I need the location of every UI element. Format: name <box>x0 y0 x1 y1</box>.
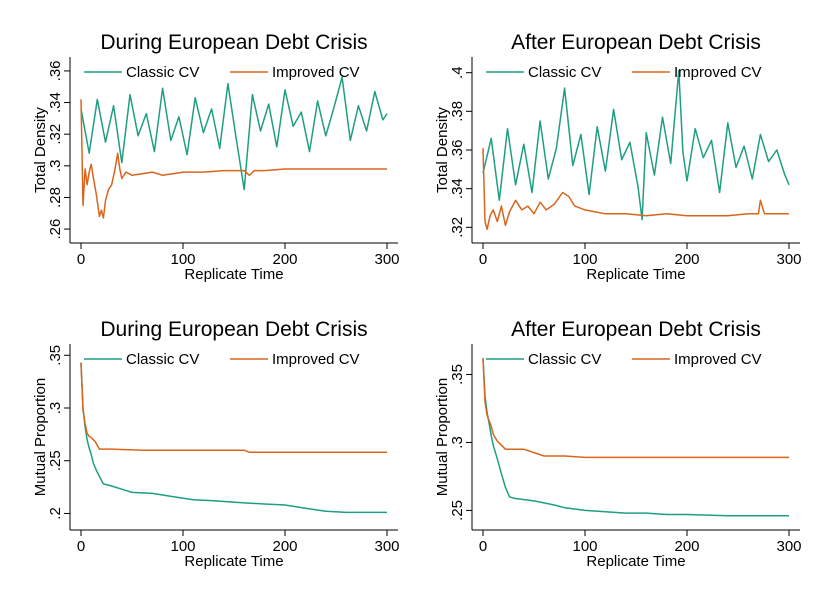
x-axis-label: Replicate Time <box>184 266 283 283</box>
y-tick-label: .3 <box>449 436 466 449</box>
y-tick-label: .25 <box>449 500 466 521</box>
legend-label: Improved CV <box>674 64 762 81</box>
legend-label: Improved CV <box>674 351 762 368</box>
chart-panel-1: During European Debt Crisis 0 100 200 300 .26… <box>32 31 400 283</box>
series-line-classic-cv <box>482 358 789 517</box>
y-tick-label: .35 <box>47 345 64 366</box>
y-tick-label: .32 <box>47 124 64 145</box>
series-line-improved-cv <box>482 148 789 231</box>
x-tick-label: 300 <box>374 251 399 268</box>
y-axis-label: Mutual Proportion <box>434 378 451 496</box>
x-tick-label: 200 <box>674 538 699 555</box>
y-tick-label: .34 <box>449 178 466 199</box>
legend-label: Improved CV <box>272 351 360 368</box>
y-tick-label: .38 <box>449 101 466 122</box>
y-tick-label: .36 <box>449 140 466 161</box>
x-tick-label: 300 <box>776 251 801 268</box>
x-axis-label: Replicate Time <box>586 553 685 570</box>
y-tick-label: .3 <box>47 402 64 415</box>
legend-label: Classic CV <box>126 351 199 368</box>
x-tick-label: 300 <box>776 538 801 555</box>
y-tick-label: .32 <box>449 217 466 238</box>
x-axis-label: Replicate Time <box>184 553 283 570</box>
x-tick-label: 100 <box>572 251 597 268</box>
chart-panel-2: After European Debt Crisis 0 100 200 300 .32.… <box>434 31 802 283</box>
y-tick-label: .26 <box>47 219 64 240</box>
series-line-classic-cv <box>80 362 387 514</box>
legend-label: Classic CV <box>528 351 601 368</box>
x-tick-label: 200 <box>272 251 297 268</box>
series-line-classic-cv <box>482 69 790 221</box>
chart-panel-3: During European Debt Crisis 0 100 200 300 .2.… <box>32 318 400 570</box>
y-axis-label: Mutual Proportion <box>32 378 49 496</box>
chart-title: During European Debt Crisis <box>100 31 367 54</box>
x-axis-label: Replicate Time <box>586 266 685 283</box>
x-tick-label: 100 <box>170 538 195 555</box>
y-tick-label: .34 <box>47 92 64 113</box>
legend-label: Classic CV <box>528 64 601 81</box>
x-tick-label: 0 <box>479 251 487 268</box>
chart-title: After European Debt Crisis <box>511 318 761 341</box>
y-tick-label: .25 <box>47 450 64 471</box>
y-tick-label: .35 <box>449 364 466 385</box>
series-line-improved-cv <box>482 358 789 459</box>
x-tick-label: 0 <box>77 538 85 555</box>
x-tick-label: 200 <box>272 538 297 555</box>
chart-title: After European Debt Crisis <box>511 31 761 54</box>
x-tick-label: 200 <box>674 251 699 268</box>
y-tick-label: .36 <box>47 60 64 81</box>
x-tick-label: 100 <box>572 538 597 555</box>
chart-panel-4: After European Debt Crisis 0 100 200 300 .25.… <box>434 318 802 570</box>
y-tick-label: .3 <box>47 160 64 173</box>
legend-label: Improved CV <box>272 64 360 81</box>
legend-label: Classic CV <box>126 64 199 81</box>
chart-title: During European Debt Crisis <box>100 318 367 341</box>
y-tick-label: .28 <box>47 187 64 208</box>
x-tick-label: 100 <box>170 251 195 268</box>
series-line-classic-cv <box>80 76 388 191</box>
series-line-improved-cv <box>80 362 387 454</box>
x-tick-label: 0 <box>77 251 85 268</box>
y-axis-label: Total Density <box>32 107 49 193</box>
y-axis-label: Total Density <box>434 107 451 193</box>
y-tick-label: .2 <box>47 507 64 520</box>
x-tick-label: 0 <box>479 538 487 555</box>
y-tick-label: .4 <box>449 66 466 79</box>
x-tick-label: 300 <box>374 538 399 555</box>
series-line-improved-cv <box>80 99 387 219</box>
